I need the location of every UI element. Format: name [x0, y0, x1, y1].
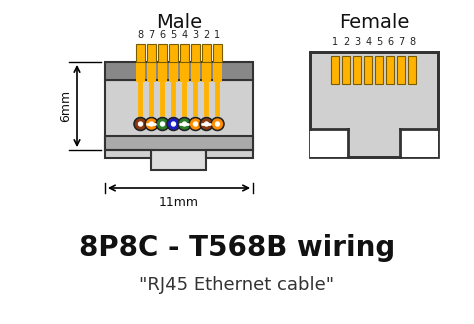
Circle shape	[182, 122, 186, 126]
Text: 4: 4	[182, 30, 188, 40]
Text: 11mm: 11mm	[159, 196, 199, 209]
Text: "RJ45 Ethernet cable": "RJ45 Ethernet cable"	[139, 276, 335, 294]
Circle shape	[134, 118, 147, 131]
Text: 6: 6	[387, 37, 393, 47]
Text: 6mm: 6mm	[59, 90, 72, 122]
Circle shape	[177, 117, 192, 132]
Circle shape	[155, 117, 170, 132]
Circle shape	[200, 118, 213, 131]
Circle shape	[149, 122, 154, 126]
Bar	[152, 150, 207, 170]
Bar	[158, 44, 167, 62]
Text: 3: 3	[355, 37, 361, 47]
Text: Female: Female	[339, 13, 409, 31]
Circle shape	[199, 117, 214, 132]
Text: 1: 1	[214, 30, 220, 40]
Text: 7: 7	[148, 30, 155, 40]
Bar	[409, 56, 417, 84]
Text: 3: 3	[192, 30, 199, 40]
Circle shape	[166, 117, 181, 132]
Text: 7: 7	[398, 37, 405, 47]
Bar	[105, 136, 253, 150]
Text: Male: Male	[156, 13, 202, 31]
Bar	[105, 80, 253, 150]
Bar	[375, 56, 383, 84]
Circle shape	[144, 117, 159, 132]
Text: 4: 4	[365, 37, 372, 47]
Bar	[202, 62, 211, 82]
Bar	[310, 52, 438, 157]
Circle shape	[216, 122, 219, 126]
Circle shape	[204, 122, 209, 126]
Circle shape	[188, 117, 203, 132]
Circle shape	[210, 117, 225, 132]
Bar	[365, 56, 373, 84]
Circle shape	[138, 122, 143, 126]
Bar	[191, 62, 200, 82]
Circle shape	[189, 118, 202, 131]
Bar	[136, 62, 145, 82]
Circle shape	[211, 118, 224, 131]
Bar	[398, 56, 405, 84]
Circle shape	[161, 122, 164, 126]
Circle shape	[172, 122, 175, 126]
Bar	[147, 62, 156, 82]
Circle shape	[156, 118, 169, 131]
Bar	[105, 62, 253, 80]
Circle shape	[133, 117, 148, 132]
Circle shape	[145, 118, 158, 131]
Bar	[105, 150, 152, 158]
Text: 5: 5	[170, 30, 177, 40]
Bar	[105, 136, 253, 150]
Text: 1: 1	[332, 37, 338, 47]
Bar	[400, 129, 438, 157]
Bar	[169, 44, 178, 62]
Bar	[213, 44, 222, 62]
Bar	[310, 129, 348, 157]
Bar	[213, 62, 222, 82]
Bar	[158, 62, 167, 82]
Circle shape	[167, 118, 180, 131]
Bar	[343, 56, 350, 84]
Bar	[180, 44, 189, 62]
Text: 6: 6	[159, 30, 165, 40]
Text: 8: 8	[410, 37, 416, 47]
Bar	[207, 150, 253, 158]
Text: 2: 2	[343, 37, 350, 47]
Bar	[331, 56, 339, 84]
Bar	[354, 56, 362, 84]
Bar	[191, 44, 200, 62]
Circle shape	[178, 118, 191, 131]
Bar	[180, 62, 189, 82]
Text: 5: 5	[376, 37, 383, 47]
Text: 8P8C - T568B wiring: 8P8C - T568B wiring	[79, 234, 395, 262]
Circle shape	[193, 122, 198, 126]
Text: 2: 2	[203, 30, 210, 40]
Bar	[169, 62, 178, 82]
Bar	[202, 44, 211, 62]
Bar	[136, 44, 145, 62]
Text: 8: 8	[137, 30, 144, 40]
Bar	[147, 44, 156, 62]
Bar	[386, 56, 394, 84]
